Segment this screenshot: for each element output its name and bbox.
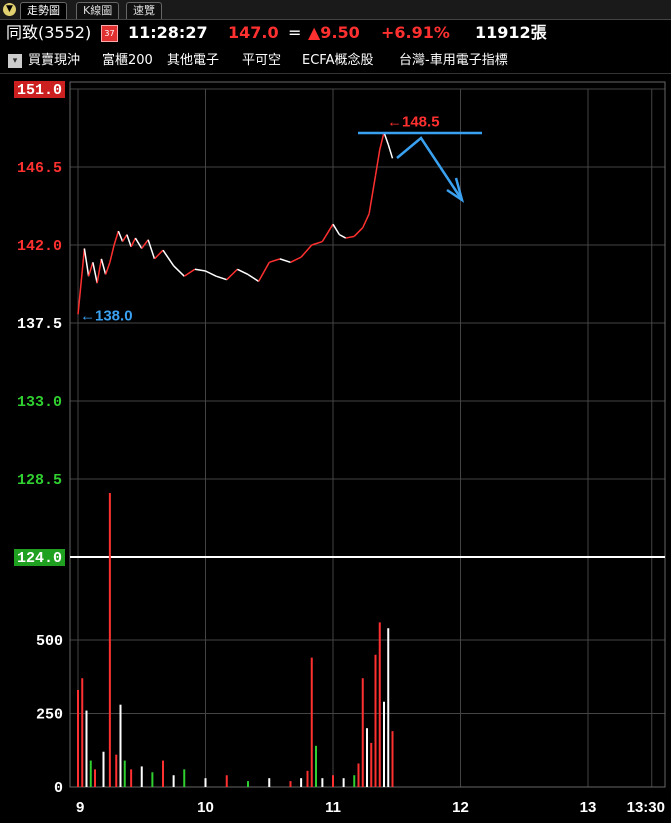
tab-kline-chart[interactable]: K線圖: [76, 2, 120, 19]
price-segment: [153, 249, 164, 260]
price-line: [77, 132, 394, 315]
annotations: ←148.5 ←138.0: [80, 113, 482, 324]
price-segment: [257, 261, 270, 282]
time-tick-label: 12: [452, 799, 469, 816]
tag-bar: ▾ 買賣現沖 富櫃200 其他電子 平可空 ECFA概念股 台灣-車用電子指標: [0, 49, 671, 74]
price-segment: [368, 175, 377, 214]
chart-border: [69, 81, 666, 788]
price-segment: [237, 268, 249, 276]
price-segment: [345, 235, 355, 239]
price-segment: [215, 275, 227, 281]
price-segment: [183, 268, 196, 277]
price-segment: [96, 258, 103, 284]
price-segment: [134, 237, 143, 249]
price-tick-label: 151.0: [17, 82, 62, 99]
price-segment: [141, 239, 149, 249]
calendar-icon: 37: [101, 25, 118, 42]
time-axis: 9 10 11 12 13 13:30: [76, 799, 665, 816]
chart-frame: [69, 81, 666, 788]
tag-item[interactable]: ECFA概念股: [302, 53, 374, 68]
low-price-label: ←138.0: [80, 307, 133, 324]
high-price-label: ←148.5: [387, 113, 440, 130]
tab-trend-chart[interactable]: 走勢圖: [20, 2, 67, 19]
price-segment: [100, 258, 107, 275]
price-max-box: [14, 81, 65, 98]
tab-bar: ▼ 走勢圖 K線圖 速覽: [0, 0, 671, 20]
price-segment: [387, 144, 394, 159]
quote-bar: 同致(3552) 37 11:28:27 147.0 = ▲9.50 +6.91…: [0, 20, 671, 46]
price-segment: [374, 149, 381, 176]
quote-time: 11:28:27: [128, 23, 208, 42]
time-tick-label: 9: [76, 799, 84, 816]
stock-name: 同致(3552): [6, 23, 92, 42]
price-segment: [121, 234, 128, 242]
price-segment: [362, 213, 370, 228]
price-segment: [379, 132, 385, 150]
time-tick-label: 10: [197, 799, 214, 816]
down-arrow-path: [396, 136, 464, 201]
quote-price: 147.0: [228, 23, 279, 42]
arrow-head-icon: [446, 177, 465, 203]
price-segment: [117, 230, 124, 242]
price-segment: [87, 262, 94, 277]
price-segment: [279, 258, 291, 264]
price-segment: [126, 234, 132, 247]
volume-tick-label: 500: [36, 633, 63, 650]
price-segment: [83, 248, 90, 277]
quote-eq: =: [288, 23, 302, 42]
price-tick-label: 124.0: [17, 550, 62, 567]
volume-tick-label: 250: [36, 707, 63, 724]
price-segment: [353, 227, 364, 237]
price-segment: [147, 239, 156, 260]
price-segment: [92, 262, 98, 284]
volume-tick-label: 0: [54, 780, 63, 797]
quote-volume: 11912張: [475, 23, 547, 42]
tag-item[interactable]: 台灣-車用電子指標: [399, 53, 508, 68]
price-segment: [247, 273, 260, 283]
price-axis: 151.0 146.5 142.0 137.5 133.0 128.5 124.0: [14, 81, 65, 567]
price-segment: [205, 270, 217, 277]
checkbox-icon[interactable]: ▾: [8, 54, 22, 68]
chart-grid: [70, 88, 665, 788]
price-min-box: [14, 549, 65, 566]
price-tick-label: 146.5: [17, 160, 62, 177]
volume-axis: 500 250 0: [36, 633, 63, 797]
price-segment: [162, 249, 175, 267]
price-segment: [321, 223, 334, 242]
tag-item[interactable]: 買賣現沖: [28, 53, 81, 68]
price-tick-label: 128.5: [17, 472, 62, 489]
price-segment: [269, 258, 281, 264]
price-segment: [109, 244, 115, 263]
price-segment: [226, 268, 238, 281]
time-tick-label: 13: [580, 799, 597, 816]
chevron-down-icon[interactable]: ▼: [3, 3, 16, 16]
price-segment: [77, 270, 83, 315]
volume-bars: [77, 493, 394, 787]
tag-item[interactable]: 富櫃200: [102, 53, 153, 68]
price-segment: [290, 256, 302, 264]
tag-item[interactable]: 平可空: [242, 53, 282, 68]
price-tick-label: 133.0: [17, 394, 62, 411]
tag-item[interactable]: 其他電子: [167, 53, 220, 68]
time-tick-label: 11: [325, 799, 341, 816]
price-segment: [81, 248, 86, 272]
price-segment: [113, 230, 120, 246]
price-segment: [173, 265, 185, 277]
price-segment: [332, 223, 341, 235]
price-tick-label: 137.5: [17, 316, 62, 333]
price-segment: [339, 233, 347, 239]
time-tick-label: 13:30: [627, 799, 665, 816]
price-segment: [300, 244, 313, 258]
quote-change: ▲9.50: [308, 23, 360, 42]
price-segment: [383, 132, 389, 145]
price-tick-label: 142.0: [17, 238, 62, 255]
price-segment: [130, 237, 137, 248]
price-segment: [104, 262, 111, 275]
quote-change-pct: +6.91%: [381, 23, 450, 42]
price-segment: [194, 268, 206, 272]
tab-overview[interactable]: 速覽: [126, 2, 162, 19]
price-segment: [311, 240, 323, 246]
